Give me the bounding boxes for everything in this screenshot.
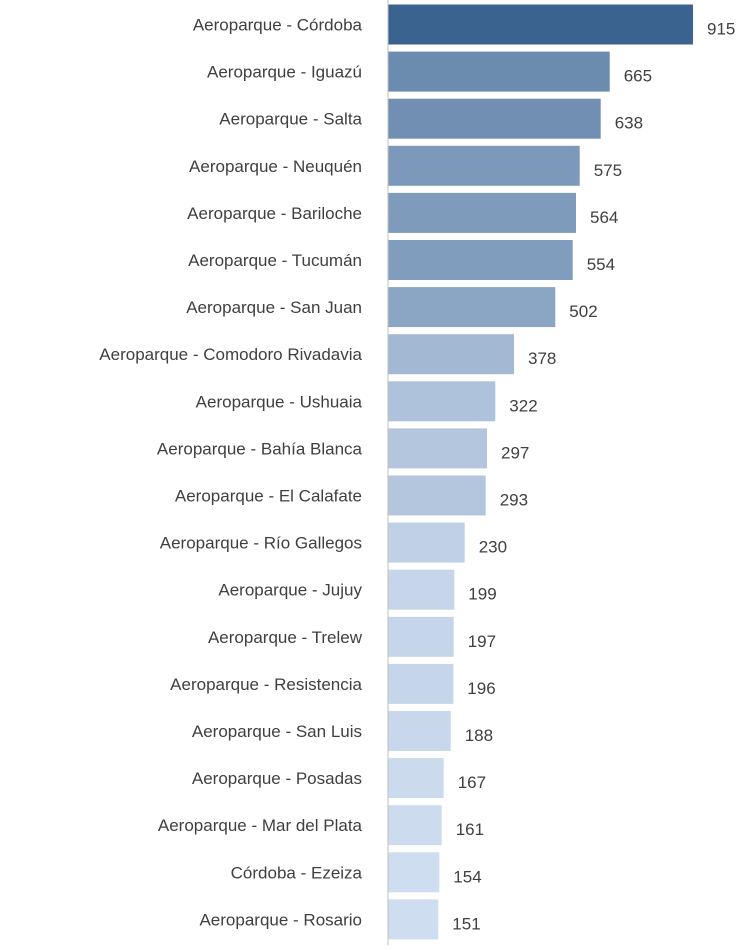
value-label: 564 xyxy=(590,208,618,227)
category-label: Aeroparque - Rosario xyxy=(199,910,362,929)
category-label: Aeroparque - El Calafate xyxy=(175,487,362,506)
value-label: 151 xyxy=(452,914,480,933)
category-label: Aeroparque - Trelew xyxy=(208,628,363,647)
value-label: 196 xyxy=(467,679,495,698)
value-label: 293 xyxy=(500,491,528,510)
bar-5 xyxy=(388,240,573,280)
category-label: Aeroparque - Resistencia xyxy=(170,675,362,694)
category-label: Aeroparque - Salta xyxy=(219,110,362,129)
bar-9 xyxy=(388,428,487,469)
bar-16 xyxy=(388,758,444,799)
value-label: 230 xyxy=(479,538,507,557)
category-label: Aeroparque - Iguazú xyxy=(207,63,362,82)
value-label: 915 xyxy=(707,20,735,39)
value-label: 575 xyxy=(594,161,622,180)
bars-layer xyxy=(388,4,693,940)
bar-7 xyxy=(388,334,514,375)
category-label: Aeroparque - Jujuy xyxy=(218,581,362,600)
category-label: Aeroparque - Tucumán xyxy=(188,251,362,270)
bar-2 xyxy=(388,98,601,139)
bar-14 xyxy=(388,663,454,704)
value-label: 188 xyxy=(465,726,493,745)
value-labels-layer: 915 665 638 575 564 554 502 378 322 297 293 230 199 1… xyxy=(452,20,735,934)
bar-4 xyxy=(388,192,576,233)
bar-1 xyxy=(388,51,610,92)
category-label: Aeroparque - Neuquén xyxy=(189,157,362,176)
category-label: Aeroparque - Comodoro Rivadavia xyxy=(99,345,362,364)
category-label: Córdoba - Ezeiza xyxy=(231,863,363,882)
category-label: Aeroparque - Córdoba xyxy=(193,16,363,35)
value-label: 297 xyxy=(501,443,529,462)
category-label: Aeroparque - Mar del Plata xyxy=(158,816,363,835)
bar-12 xyxy=(388,569,455,610)
category-label: Aeroparque - Río Gallegos xyxy=(160,534,362,553)
bar-10 xyxy=(388,475,486,516)
value-label: 161 xyxy=(456,820,484,839)
category-label: Aeroparque - Bahía Blanca xyxy=(157,439,363,458)
value-label: 554 xyxy=(587,255,615,274)
bar-19 xyxy=(388,899,439,940)
bar-0 xyxy=(388,4,693,45)
category-label: Aeroparque - Ushuaia xyxy=(196,392,363,411)
category-label: Aeroparque - San Luis xyxy=(192,722,362,741)
value-label: 199 xyxy=(468,585,496,604)
bar-13 xyxy=(388,616,454,657)
bar-17 xyxy=(388,805,442,846)
category-label: Aeroparque - Bariloche xyxy=(187,204,362,223)
bar-3 xyxy=(388,145,580,186)
category-label: Aeroparque - San Juan xyxy=(186,298,362,317)
bar-18 xyxy=(388,852,440,893)
value-label: 154 xyxy=(453,867,481,886)
bar-11 xyxy=(388,522,465,563)
value-label: 167 xyxy=(458,773,486,792)
category-label: Aeroparque - Posadas xyxy=(192,769,362,788)
bar-15 xyxy=(388,711,451,751)
value-label: 322 xyxy=(509,396,537,415)
value-label: 665 xyxy=(624,67,652,86)
bar-6 xyxy=(388,287,556,328)
value-label: 378 xyxy=(528,349,556,368)
value-label: 502 xyxy=(569,302,597,321)
value-label: 638 xyxy=(615,114,643,133)
value-label: 197 xyxy=(468,632,496,651)
bar-8 xyxy=(388,381,496,422)
category-labels-layer: Aeroparque - Córdoba Aeroparque - Iguazú A… xyxy=(99,16,362,930)
